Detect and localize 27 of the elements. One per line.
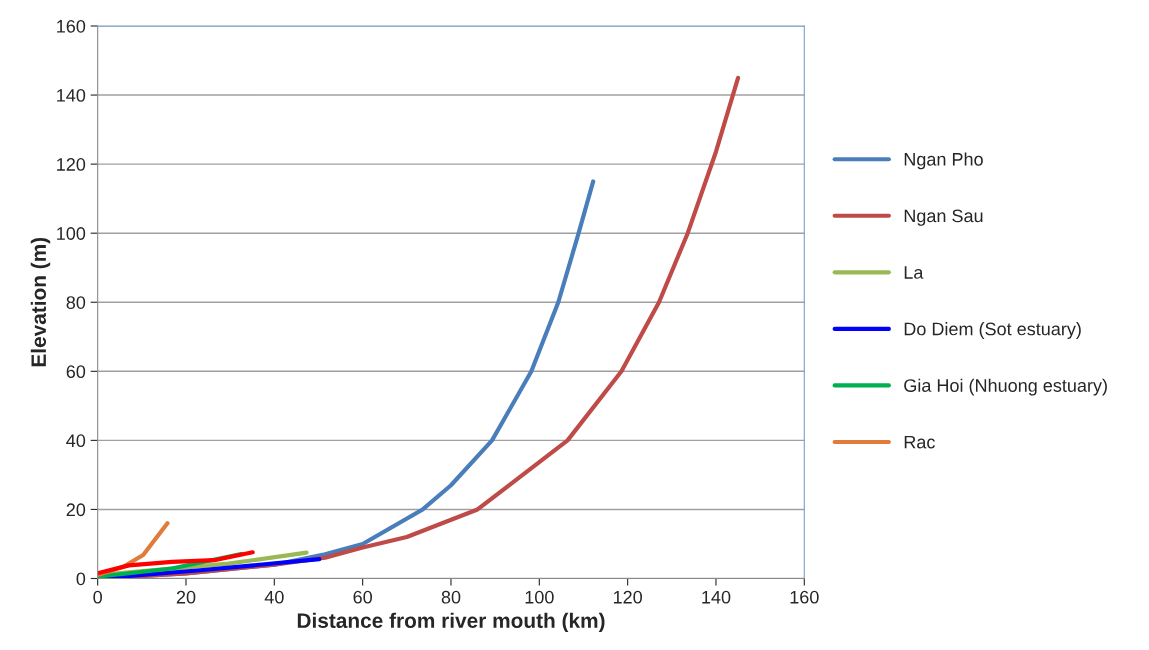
legend-label: La [904, 266, 924, 279]
y-tick-label: 80 [66, 296, 86, 309]
x-tick-label: 140 [702, 590, 731, 604]
legend-label: Ngan Sau [904, 209, 983, 226]
y-tick-label: 160 [57, 19, 86, 33]
x-tick-label: 160 [790, 590, 819, 604]
y-tick-label: 60 [66, 365, 86, 379]
legend-label: Do Diem (Sot estuary) [904, 322, 1081, 339]
legend-label: Ngan Pho [904, 152, 983, 170]
x-tick-label: 20 [176, 590, 196, 604]
x-tick-label: 80 [441, 590, 461, 604]
legend-label: Gia Hoi (Nhuong estuary) [904, 378, 1107, 396]
x-tick-label: 120 [613, 590, 642, 604]
line-series [97, 550, 255, 576]
y-tick-label: 100 [57, 227, 86, 240]
y-axis-title: Elevation (m) [30, 237, 51, 367]
x-tick-label: 40 [264, 590, 284, 604]
x-tick-label: 100 [525, 590, 554, 604]
x-axis-title: Distance from river mouth (km) [297, 612, 605, 633]
y-tick-label: 140 [57, 89, 86, 102]
y-tick-label: 0 [76, 572, 86, 586]
legend-label: Rac [904, 435, 935, 449]
x-tick-label: 0 [93, 590, 102, 604]
y-tick-label: 20 [66, 503, 86, 517]
y-tick-label: 120 [57, 158, 86, 171]
y-tick-label: 40 [66, 434, 86, 448]
x-tick-label: 60 [353, 590, 372, 604]
